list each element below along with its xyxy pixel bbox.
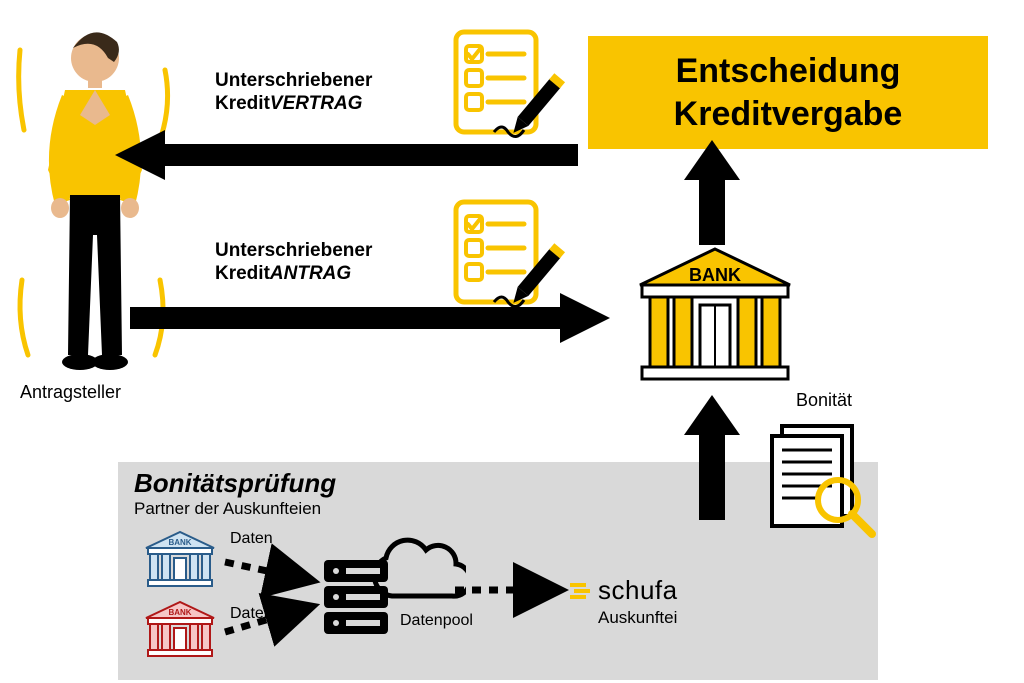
application-doc-icon [436,190,566,320]
application-label: Unterschriebener KreditANTRAG [215,240,372,286]
decision-line2: Kreditvergabe [608,93,968,136]
schufa-brand: schufa [598,575,678,606]
daten-label-1: Daten [230,530,273,548]
decision-box: Entscheidung Kreditvergabe [588,36,988,149]
bonitaet-doc-icon [760,418,880,538]
panel-title-block: Bonitätsprüfung Partner der Auskunfteien [134,468,336,519]
svg-text:BANK: BANK [168,538,191,547]
application-label-suffix: ANTRAG [270,263,351,284]
contract-label-l1: Unterschriebener [215,70,372,93]
decision-line1: Entscheidung [608,50,968,93]
bonitaet-label: Bonität [796,390,852,411]
panel-subtitle: Partner der Auskunfteien [134,499,336,519]
schufa-block: schufa Auskunftei [570,575,678,628]
application-label-l1: Unterschriebener [215,240,372,263]
bank-icon: BANK [630,245,800,385]
partner-bank-red-icon: BANK [140,600,220,660]
daten-label-2: Daten [230,605,273,623]
application-label-kredit: Kredit [215,263,270,284]
panel-title: Bonitätsprüfung [134,468,336,499]
partner-bank-blue-icon: BANK [140,530,220,590]
svg-text:BANK: BANK [168,608,191,617]
applicant-label: Antragsteller [20,382,121,403]
schufa-sub: Auskunftei [598,608,678,628]
applicant-figure [10,20,180,380]
schufa-logo-icon [570,580,592,602]
svg-text:BANK: BANK [689,265,741,285]
contract-label: Unterschriebener KreditVERTRAG [215,70,372,116]
contract-label-kredit: Kredit [215,93,270,114]
contract-label-suffix: VERTRAG [270,93,363,114]
datenpool-label: Datenpool [400,612,473,630]
contract-doc-icon [436,20,566,150]
